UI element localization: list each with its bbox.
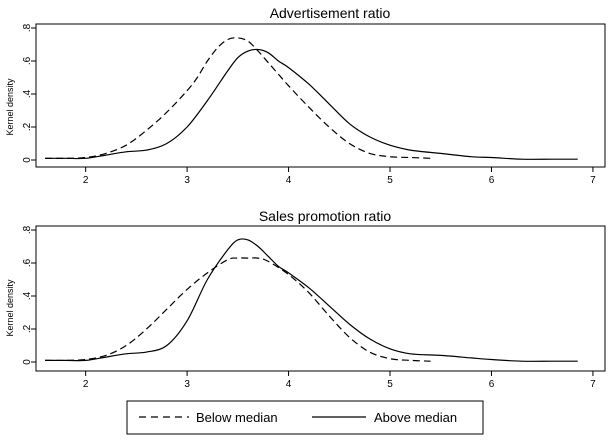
panel-title: Advertisement ratio [270, 5, 391, 21]
legend-label-above-median: Above median [374, 410, 457, 425]
y-tick-label: 0 [22, 157, 33, 163]
series-line-above-median [45, 48, 578, 160]
x-tick-label: 5 [387, 175, 393, 186]
series-line-below-median [45, 257, 431, 362]
x-tick-label: 7 [590, 379, 596, 390]
y-tick-label: .6 [22, 258, 33, 267]
y-tick-label: .6 [22, 56, 33, 65]
x-tick-label: 6 [489, 379, 495, 390]
y-tick-label: .4 [22, 291, 33, 300]
y-tick-label: .8 [22, 225, 33, 234]
series-line-above-median [45, 238, 578, 362]
series-line-below-median [45, 37, 431, 159]
x-tick-label: 5 [387, 379, 393, 390]
x-tick-label: 6 [489, 175, 495, 186]
y-tick-label: .4 [22, 89, 33, 98]
panel-title: Sales promotion ratio [259, 208, 392, 224]
y-axis-label: Kernel density [5, 78, 15, 136]
x-tick-label: 2 [83, 175, 89, 186]
legend-label-below-median: Below median [196, 410, 278, 425]
y-axis-label: Kernel density [5, 279, 15, 337]
panel-sales-promotion-ratio: Sales promotion ratio Kernel density 2 3 4… [5, 208, 606, 390]
legend-box [126, 400, 484, 435]
panel-advertisement-ratio: Advertisement ratio Kernel density 2 3 4 5 6… [5, 5, 606, 186]
plot-frame [35, 225, 606, 372]
y-tick-label: .8 [22, 23, 33, 32]
x-tick-label: 2 [83, 379, 89, 390]
x-tick-label: 7 [590, 175, 596, 186]
x-tick-label: 3 [184, 379, 190, 390]
y-tick-label: 0 [22, 359, 33, 365]
legend: Below median Above median [126, 400, 484, 435]
y-tick-label: .2 [22, 324, 33, 333]
x-tick-label: 4 [286, 379, 292, 390]
plot-frame [35, 23, 606, 168]
y-tick-label: .2 [22, 122, 33, 131]
x-tick-label: 4 [286, 175, 292, 186]
x-tick-label: 3 [184, 175, 190, 186]
